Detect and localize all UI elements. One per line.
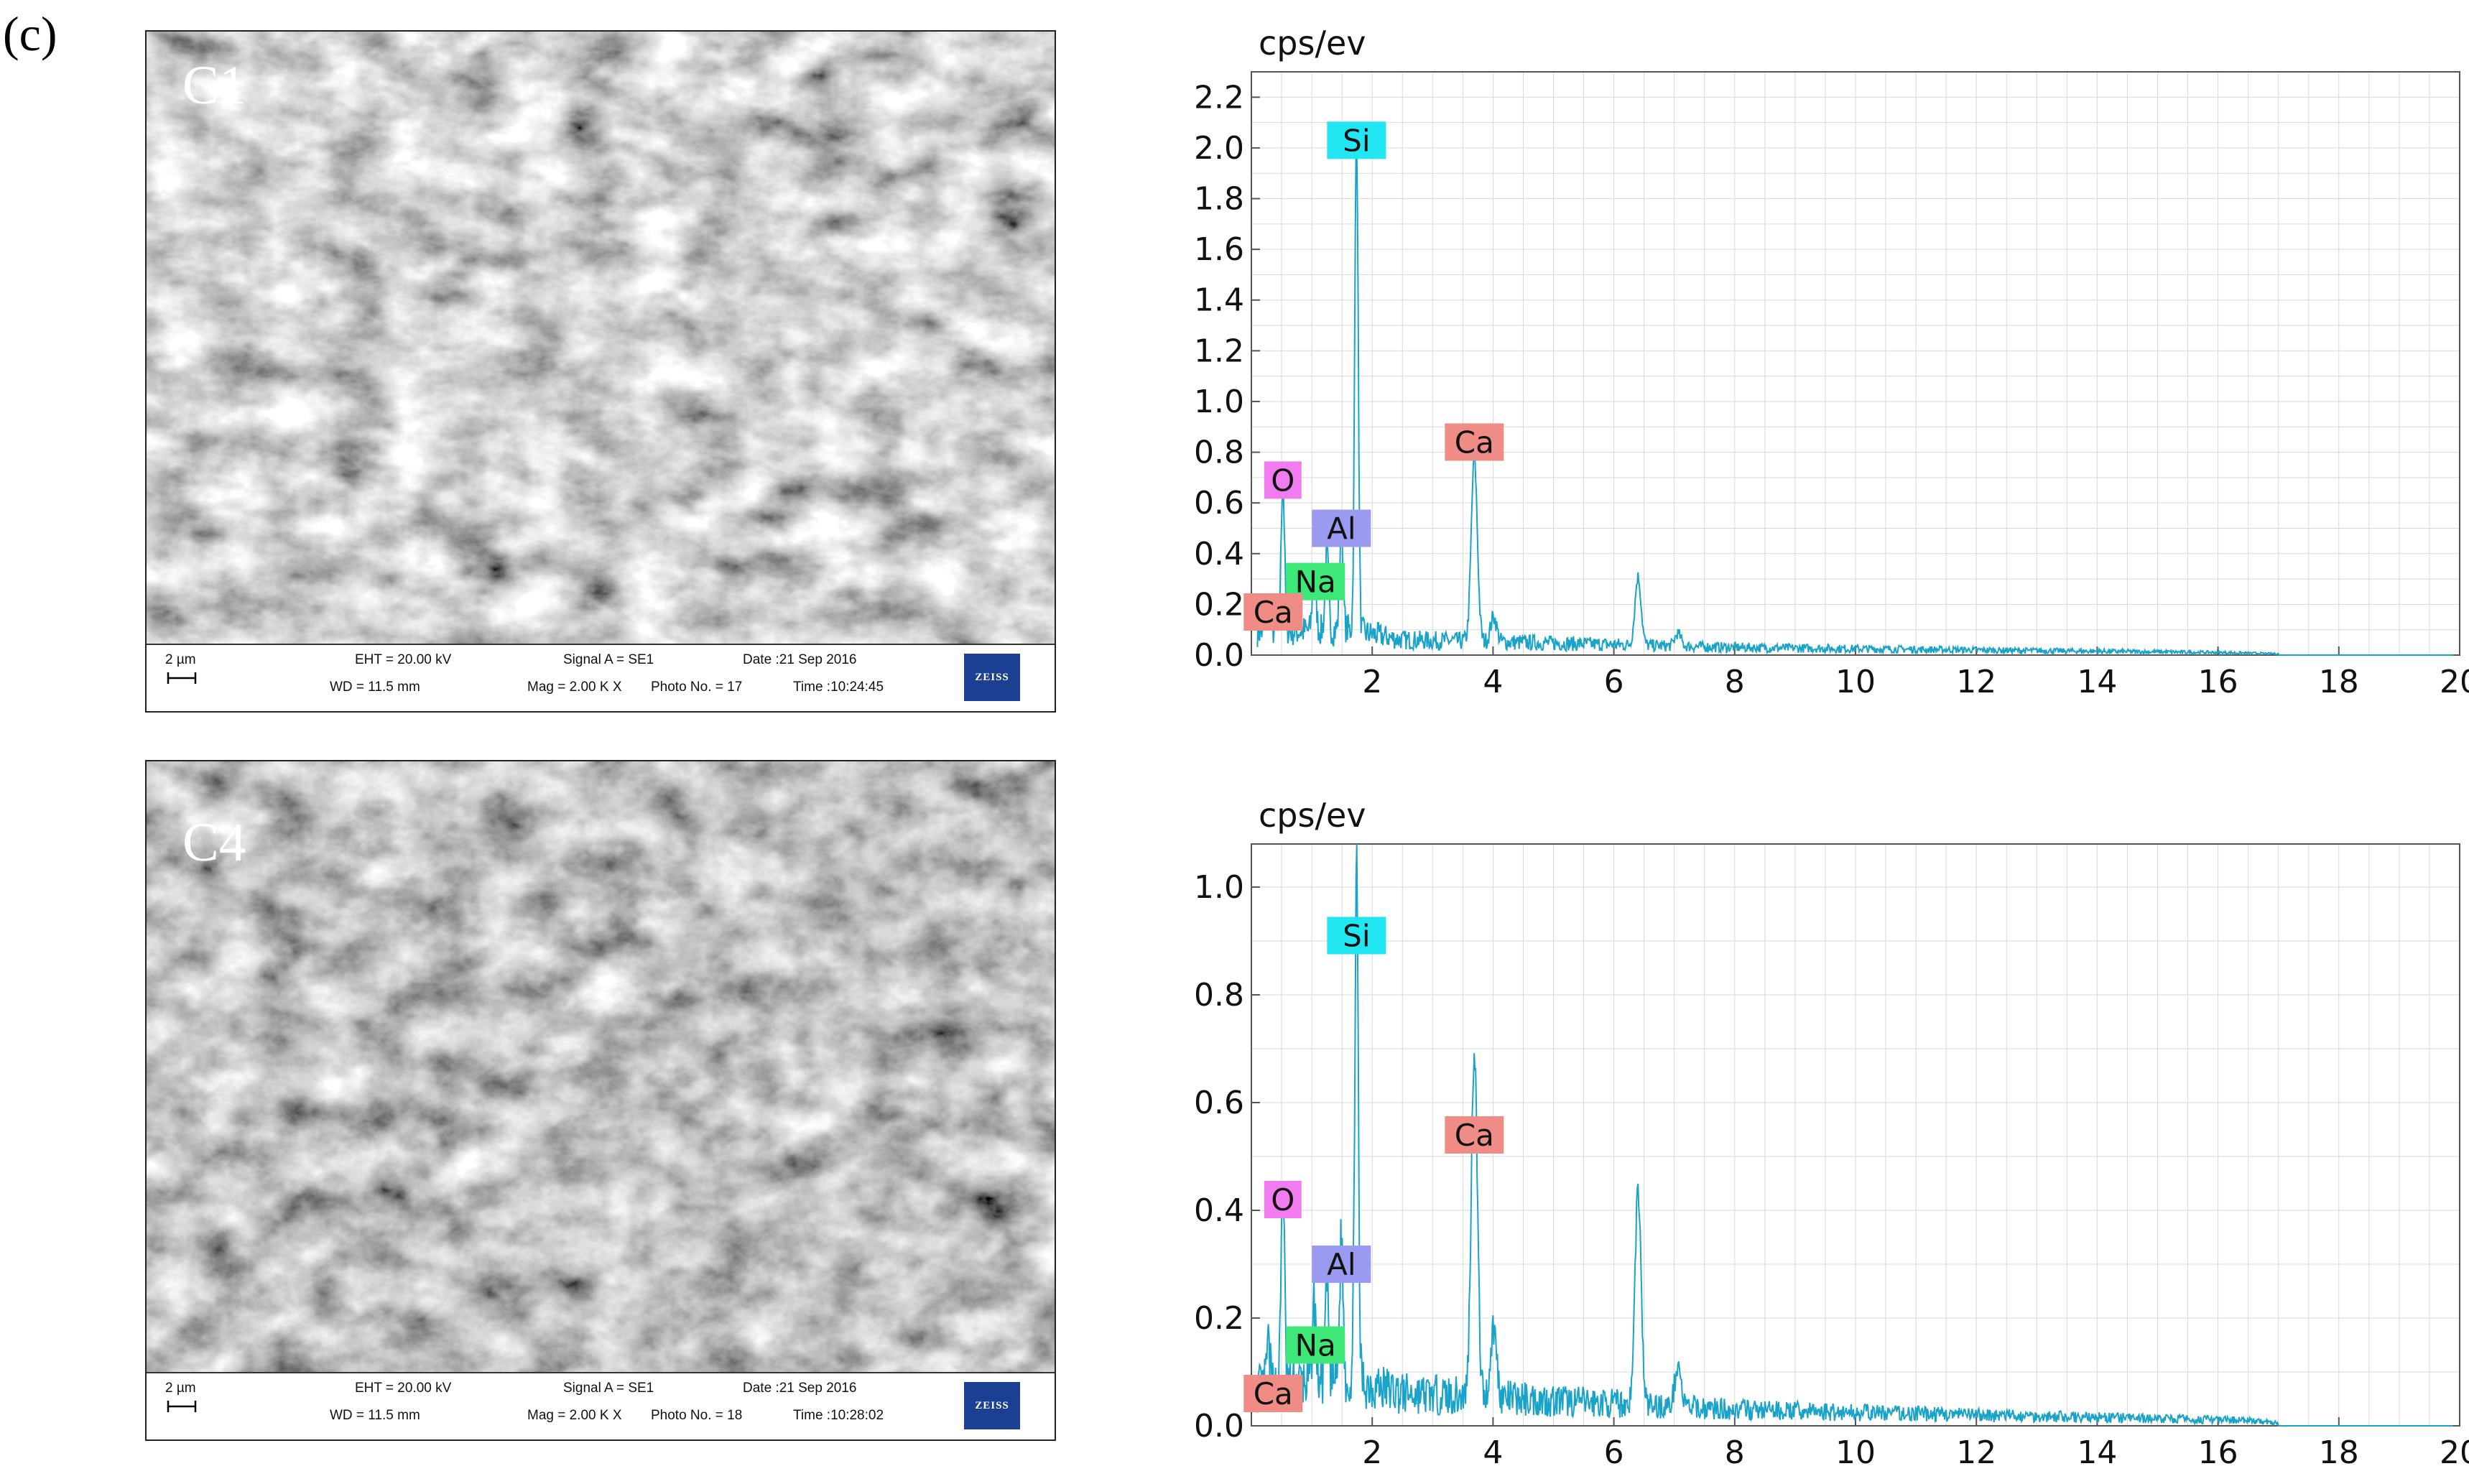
element-label-box: [1312, 1246, 1371, 1283]
element-label: Si: [1343, 123, 1370, 158]
x-tick-label: 10: [1835, 664, 1876, 700]
element-label-box: [1327, 121, 1386, 159]
x-tick-label: 4: [1483, 664, 1503, 700]
y-tick-label: 1.8: [1194, 181, 1244, 218]
element-label-box: [1445, 423, 1504, 461]
spectrum-line: [1256, 843, 2453, 1427]
y-tick-label: 1.0: [1194, 384, 1244, 420]
eht-text: EHT = 20.00 kV: [355, 1381, 452, 1396]
y-tick-label: 0.8: [1194, 977, 1244, 1014]
element-label: Na: [1295, 1328, 1336, 1363]
y-tick-label: 0.8: [1194, 435, 1244, 471]
y-tick-label: 0.6: [1194, 485, 1244, 521]
y-tick-label: 1.6: [1194, 231, 1244, 268]
x-tick-label: 6: [1604, 1434, 1624, 1471]
y-tick-label: 0.4: [1194, 536, 1244, 572]
scale-bar: [167, 1401, 197, 1412]
eht-text: EHT = 20.00 kV: [355, 652, 452, 667]
spectrum-line: [1256, 142, 2453, 657]
element-label-box: [1327, 917, 1386, 955]
sample-label: C4: [182, 812, 246, 873]
photo-no-text: Photo No. = 17: [651, 680, 743, 695]
sem-image-panel-c1: C1 2 µm EHT = 20.00 kV WD = 11.5 mm Sign…: [145, 30, 1056, 713]
y-tick-label: 2.2: [1194, 79, 1244, 116]
wd-text: WD = 11.5 mm: [330, 680, 420, 695]
y-tick-label: 0.0: [1194, 637, 1244, 674]
x-tick-label: 12: [1956, 664, 1996, 700]
y-tick-label: 0.0: [1194, 1408, 1244, 1444]
sem-info-bar: 2 µm EHT = 20.00 kV WD = 11.5 mm Signal …: [147, 1372, 1055, 1439]
sem-info-bar: 2 µm EHT = 20.00 kV WD = 11.5 mm Signal …: [147, 644, 1055, 711]
y-tick-label: 0.2: [1194, 586, 1244, 623]
zeiss-logo: ZEISS: [964, 654, 1020, 701]
element-label: Al: [1327, 1247, 1356, 1282]
mag-text: Mag = 2.00 K X: [527, 1408, 622, 1423]
y-tick-label: 0.4: [1194, 1192, 1244, 1229]
x-tick-label: 4: [1483, 1434, 1503, 1471]
y-tick-label: 0.2: [1194, 1300, 1244, 1337]
element-label: O: [1271, 1182, 1294, 1218]
x-tick-label: 2: [1362, 664, 1382, 700]
y-axis-label: cps/ev: [1259, 796, 1366, 835]
sem-image-panel-c4: C4 2 µm EHT = 20.00 kV WD = 11.5 mm Sign…: [145, 760, 1056, 1441]
eds-spectrum-chart-c4: 2 4 6 8 10 12 14 16 18 20 0.0 0.2 0.4 0.6 0.8 1.0 cps/ev…: [1194, 796, 2469, 1471]
photo-no-text: Photo No. = 18: [651, 1408, 743, 1423]
wd-text: WD = 11.5 mm: [330, 1408, 420, 1423]
y-tick-label: 1.0: [1194, 869, 1244, 906]
x-tick-label: 8: [1725, 1434, 1745, 1471]
panel-letter: (c): [3, 6, 57, 61]
x-tick-label: 10: [1835, 1434, 1876, 1471]
scale-bar: [167, 672, 197, 684]
zeiss-logo: ZEISS: [964, 1382, 1020, 1429]
element-label-box: [1264, 1181, 1302, 1218]
x-tick-label: 20: [2440, 1434, 2469, 1471]
signal-text: Signal A = SE1: [563, 652, 654, 667]
x-tick-label: 12: [1956, 1434, 1996, 1471]
element-label-box: [1312, 509, 1371, 547]
mag-text: Mag = 2.00 K X: [527, 680, 622, 695]
x-tick-label: 6: [1604, 664, 1624, 700]
y-tick-label: 1.2: [1194, 333, 1244, 369]
element-label: Ca: [1455, 425, 1494, 460]
date-text: Date :21 Sep 2016: [743, 1381, 857, 1396]
element-label-box: [1264, 461, 1302, 499]
y-tick-label: 2.0: [1194, 130, 1244, 167]
grid-lines: [1251, 844, 2460, 1427]
date-text: Date :21 Sep 2016: [743, 652, 857, 667]
element-label-box: [1243, 1375, 1303, 1412]
time-text: Time :10:24:45: [793, 680, 884, 695]
element-label: Al: [1327, 511, 1356, 546]
y-axis-label: cps/ev: [1259, 24, 1366, 62]
element-label-box: [1445, 1116, 1504, 1154]
sem-micrograph: [147, 32, 1055, 649]
x-tick-label: 2: [1362, 1434, 1382, 1471]
scale-bar-label: 2 µm: [165, 652, 196, 667]
x-tick-label: 16: [2198, 664, 2238, 700]
x-tick-label: 16: [2198, 1434, 2238, 1471]
element-label: Si: [1343, 919, 1370, 954]
element-label-box: [1243, 593, 1303, 631]
x-tick-label: 8: [1725, 664, 1745, 700]
element-label: Ca: [1254, 595, 1293, 630]
element-label: Ca: [1254, 1376, 1293, 1411]
x-tick-label: 18: [2319, 1434, 2359, 1471]
y-tick-label: 1.4: [1194, 282, 1244, 319]
x-tick-label: 18: [2319, 664, 2359, 700]
element-label: O: [1271, 463, 1294, 498]
element-label-box: [1286, 1326, 1345, 1364]
element-label: Ca: [1455, 1118, 1494, 1153]
time-text: Time :10:28:02: [793, 1408, 884, 1423]
scale-bar-label: 2 µm: [165, 1381, 196, 1396]
x-tick-label: 20: [2440, 664, 2469, 700]
signal-text: Signal A = SE1: [563, 1381, 654, 1396]
sem-micrograph: [147, 761, 1055, 1378]
grid-lines: [1251, 71, 2460, 656]
x-tick-label: 14: [2077, 1434, 2117, 1471]
sample-label: C1: [182, 55, 246, 116]
eds-spectrum-chart-c1: 2 4 6 8 10 12 14 16 18 20 0.0 0.2 0.4 0.6 0.8 1.0 1.2 1.4…: [1194, 24, 2469, 700]
x-tick-label: 14: [2077, 664, 2117, 700]
y-tick-label: 0.6: [1194, 1085, 1244, 1121]
